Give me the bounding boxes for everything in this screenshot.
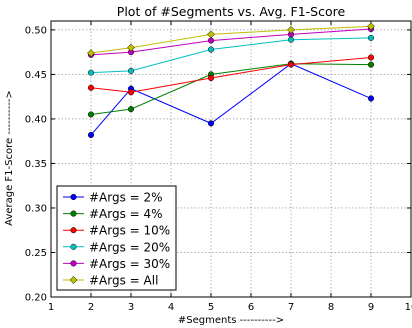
series-point <box>127 67 135 74</box>
legend-label: #Args = 20% <box>89 240 170 254</box>
legend-label: #Args = 10% <box>89 224 170 238</box>
series-point <box>367 54 375 61</box>
legend-marker <box>70 193 77 201</box>
legend-marker <box>70 243 77 250</box>
legend: #Args = 2% #Args = 4% #Args = 10% #Args = 2… <box>56 185 177 291</box>
series-point <box>287 61 295 68</box>
legend-label: #Args = 4% <box>89 207 163 221</box>
y-tick-label: 0.35 <box>25 159 47 170</box>
legend-label: #Args = 2% <box>89 191 163 205</box>
x-tick-label: 7 <box>288 302 294 313</box>
x-tick-label: 6 <box>248 302 254 313</box>
series-point <box>87 131 95 139</box>
series-point <box>127 43 135 52</box>
legend-label: #Args = 30% <box>89 257 170 271</box>
legend-marker <box>70 210 77 217</box>
y-tick-label: 0.25 <box>25 248 47 259</box>
series-point <box>207 37 215 44</box>
series-point <box>287 36 295 43</box>
x-tick-label: 4 <box>168 302 174 313</box>
x-tick-label: 3 <box>128 302 134 313</box>
x-tick-label: 2 <box>88 302 94 313</box>
chart-title: Plot of #Segments vs. Avg. F1-Score <box>117 4 346 19</box>
series-point <box>127 106 135 113</box>
series-point <box>127 89 135 96</box>
plot-frame <box>50 20 412 298</box>
series-point <box>287 25 295 34</box>
y-tick-label: 0.30 <box>25 203 47 214</box>
y-tick-label: 0.50 <box>25 25 47 36</box>
y-tick-label: 0.45 <box>25 70 47 81</box>
x-tick-label: 5 <box>208 302 214 313</box>
legend-marker <box>70 260 77 267</box>
legend-box <box>56 185 177 291</box>
legend-marker <box>69 276 78 284</box>
series-point <box>367 95 375 102</box>
series-point <box>87 111 95 118</box>
x-axis-label: #Segments ----------> <box>178 315 284 326</box>
legend-label: #Args = All <box>89 274 158 288</box>
series-point <box>87 84 95 91</box>
series-point <box>207 120 215 127</box>
y-tick-label: 0.40 <box>25 114 47 125</box>
series-layer <box>87 22 375 139</box>
series-point <box>207 46 215 53</box>
series-point <box>87 49 95 58</box>
series-point <box>207 30 215 39</box>
x-tick-label: 10 <box>405 302 412 313</box>
x-tick-label: 1 <box>48 302 54 313</box>
x-tick-label: 9 <box>368 302 374 313</box>
series-point <box>367 34 375 41</box>
x-tick-label: 8 <box>328 302 334 313</box>
series-point <box>87 69 95 76</box>
series-point <box>367 22 375 31</box>
y-axis-label: Average F1-Score ----------> <box>4 90 15 226</box>
series-point <box>207 74 215 82</box>
series-line <box>90 37 372 74</box>
y-tick-label: 0.20 <box>25 293 47 304</box>
legend-marker <box>70 227 77 234</box>
series-point <box>367 61 375 68</box>
